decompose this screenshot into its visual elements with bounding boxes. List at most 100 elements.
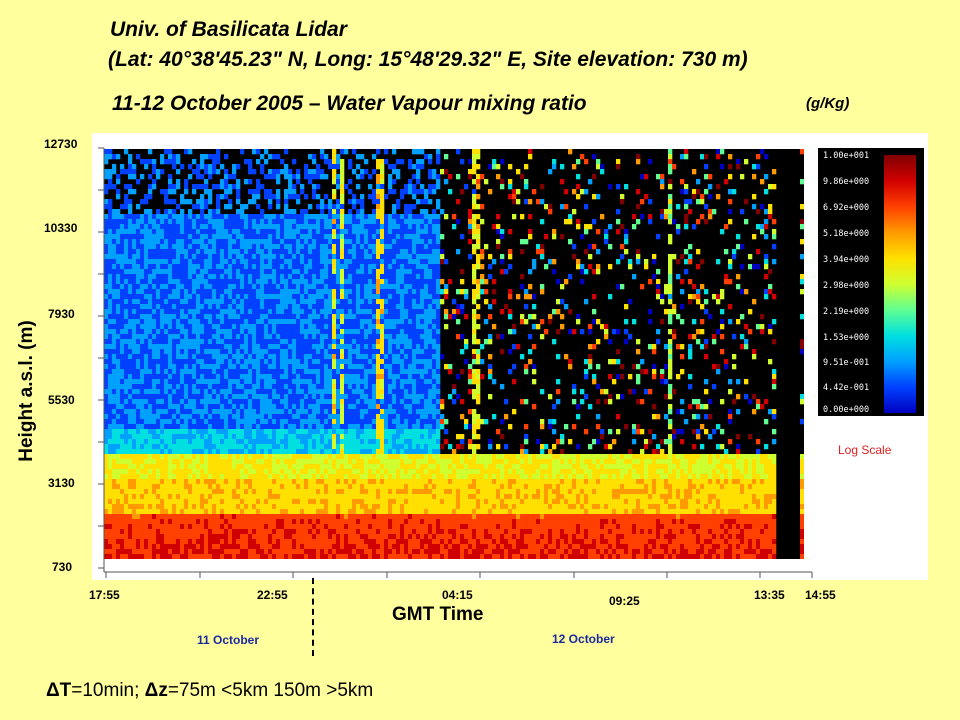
- heatmap-cell: [240, 464, 245, 470]
- heatmap-cell: [212, 159, 217, 165]
- heatmap-cell: [104, 479, 109, 485]
- heatmap-cell: [304, 289, 309, 295]
- heatmap-cell: [276, 289, 281, 295]
- heatmap-cell: [156, 409, 161, 415]
- heatmap-cell: [200, 159, 205, 165]
- heatmap-cell: [308, 254, 313, 260]
- heatmap-cell: [124, 194, 129, 200]
- heatmap-cell: [260, 364, 265, 370]
- heatmap-cell: [196, 339, 201, 345]
- heatmap-cell: [256, 219, 261, 225]
- heatmap-cell: [208, 334, 213, 340]
- heatmap-cell: [368, 269, 373, 275]
- heatmap-cell: [324, 524, 329, 530]
- heatmap-cell: [320, 229, 325, 235]
- heatmap-cell: [264, 404, 269, 410]
- heatmap-cell: [336, 164, 341, 170]
- heatmap-cell: [272, 334, 277, 340]
- heatmap-cell: [240, 284, 245, 290]
- heatmap-cell: [336, 204, 341, 210]
- heatmap-cell: [344, 494, 349, 500]
- heatmap-cell: [296, 494, 301, 500]
- heatmap-cell: [288, 289, 293, 295]
- heatmap-cell: [152, 529, 157, 535]
- heatmap-cell: [204, 554, 209, 559]
- heatmap-cell: [224, 409, 229, 415]
- heatmap-cell: [268, 204, 273, 210]
- heatmap-cell: [316, 194, 321, 200]
- heatmap-cell: [112, 419, 117, 425]
- heatmap-cell: [224, 174, 229, 180]
- heatmap-cell: [192, 184, 197, 190]
- heatmap-cell: [348, 239, 353, 245]
- heatmap-cell: [168, 244, 173, 250]
- heatmap-cell: [284, 149, 289, 155]
- heatmap-cell: [156, 439, 161, 445]
- heatmap-cell: [300, 469, 305, 475]
- heatmap-cell: [300, 379, 305, 385]
- heatmap-cell: [224, 254, 229, 260]
- heatmap-cell: [148, 519, 153, 525]
- heatmap-cell: [284, 369, 289, 375]
- heatmap-cell: [360, 539, 365, 545]
- heatmap-cell: [324, 414, 329, 420]
- heatmap-cell: [332, 339, 337, 345]
- heatmap-cell: [324, 269, 329, 275]
- heatmap-cell: [276, 264, 281, 270]
- heatmap-cell: [328, 239, 333, 245]
- heatmap-cell: [192, 399, 197, 405]
- heatmap-cell: [288, 214, 293, 220]
- heatmap-cell: [192, 274, 197, 280]
- heatmap-cell: [140, 234, 145, 240]
- heatmap-cell: [156, 519, 161, 525]
- heatmap-cell: [344, 334, 349, 340]
- heatmap-cell: [364, 384, 369, 390]
- heatmap-cell: [120, 219, 125, 225]
- heatmap-cell: [296, 404, 301, 410]
- heatmap-cell: [272, 394, 277, 400]
- heatmap-cell: [356, 529, 361, 535]
- heatmap-cell: [276, 514, 281, 520]
- heatmap-cell: [164, 444, 169, 450]
- heatmap-cell: [112, 524, 117, 530]
- heatmap-cell: [332, 324, 337, 330]
- heatmap-cell: [296, 239, 301, 245]
- heatmap-cell: [132, 359, 137, 365]
- heatmap-cell: [232, 184, 237, 190]
- heatmap-cell: [172, 249, 177, 255]
- heatmap-cell: [156, 229, 161, 235]
- heatmap-cell: [268, 359, 273, 365]
- heatmap-cell: [316, 354, 321, 360]
- heatmap-cell: [132, 424, 137, 430]
- heatmap-cell: [268, 339, 273, 345]
- heatmap-cell: [180, 499, 185, 505]
- heatmap-cell: [168, 284, 173, 290]
- heatmap-cell: [104, 364, 109, 370]
- heatmap-cell: [164, 489, 169, 495]
- heatmap-cell: [292, 239, 297, 245]
- heatmap-cell: [180, 544, 185, 550]
- heatmap-cell: [340, 469, 345, 475]
- heatmap-cell: [248, 284, 253, 290]
- heatmap-cell: [252, 329, 257, 335]
- heatmap-cell: [148, 549, 153, 555]
- heatmap-cell: [192, 159, 197, 165]
- heatmap-cell: [324, 349, 329, 355]
- heatmap-cell: [228, 469, 233, 475]
- heatmap-cell: [288, 494, 293, 500]
- heatmap-cell: [204, 449, 209, 455]
- heatmap-cell: [296, 389, 301, 395]
- heatmap-cell: [228, 359, 233, 365]
- heatmap-cell: [188, 199, 193, 205]
- heatmap-cell: [224, 304, 229, 310]
- heatmap-cell: [200, 504, 205, 510]
- heatmap-cell: [256, 394, 261, 400]
- heatmap-cell: [288, 364, 293, 370]
- heatmap-cell: [104, 484, 109, 490]
- heatmap-cell: [336, 199, 341, 205]
- heatmap-cell: [368, 389, 373, 395]
- heatmap-cell: [168, 489, 173, 495]
- heatmap-cell: [112, 479, 117, 485]
- heatmap-cell: [240, 409, 245, 415]
- heatmap-cell: [124, 474, 129, 480]
